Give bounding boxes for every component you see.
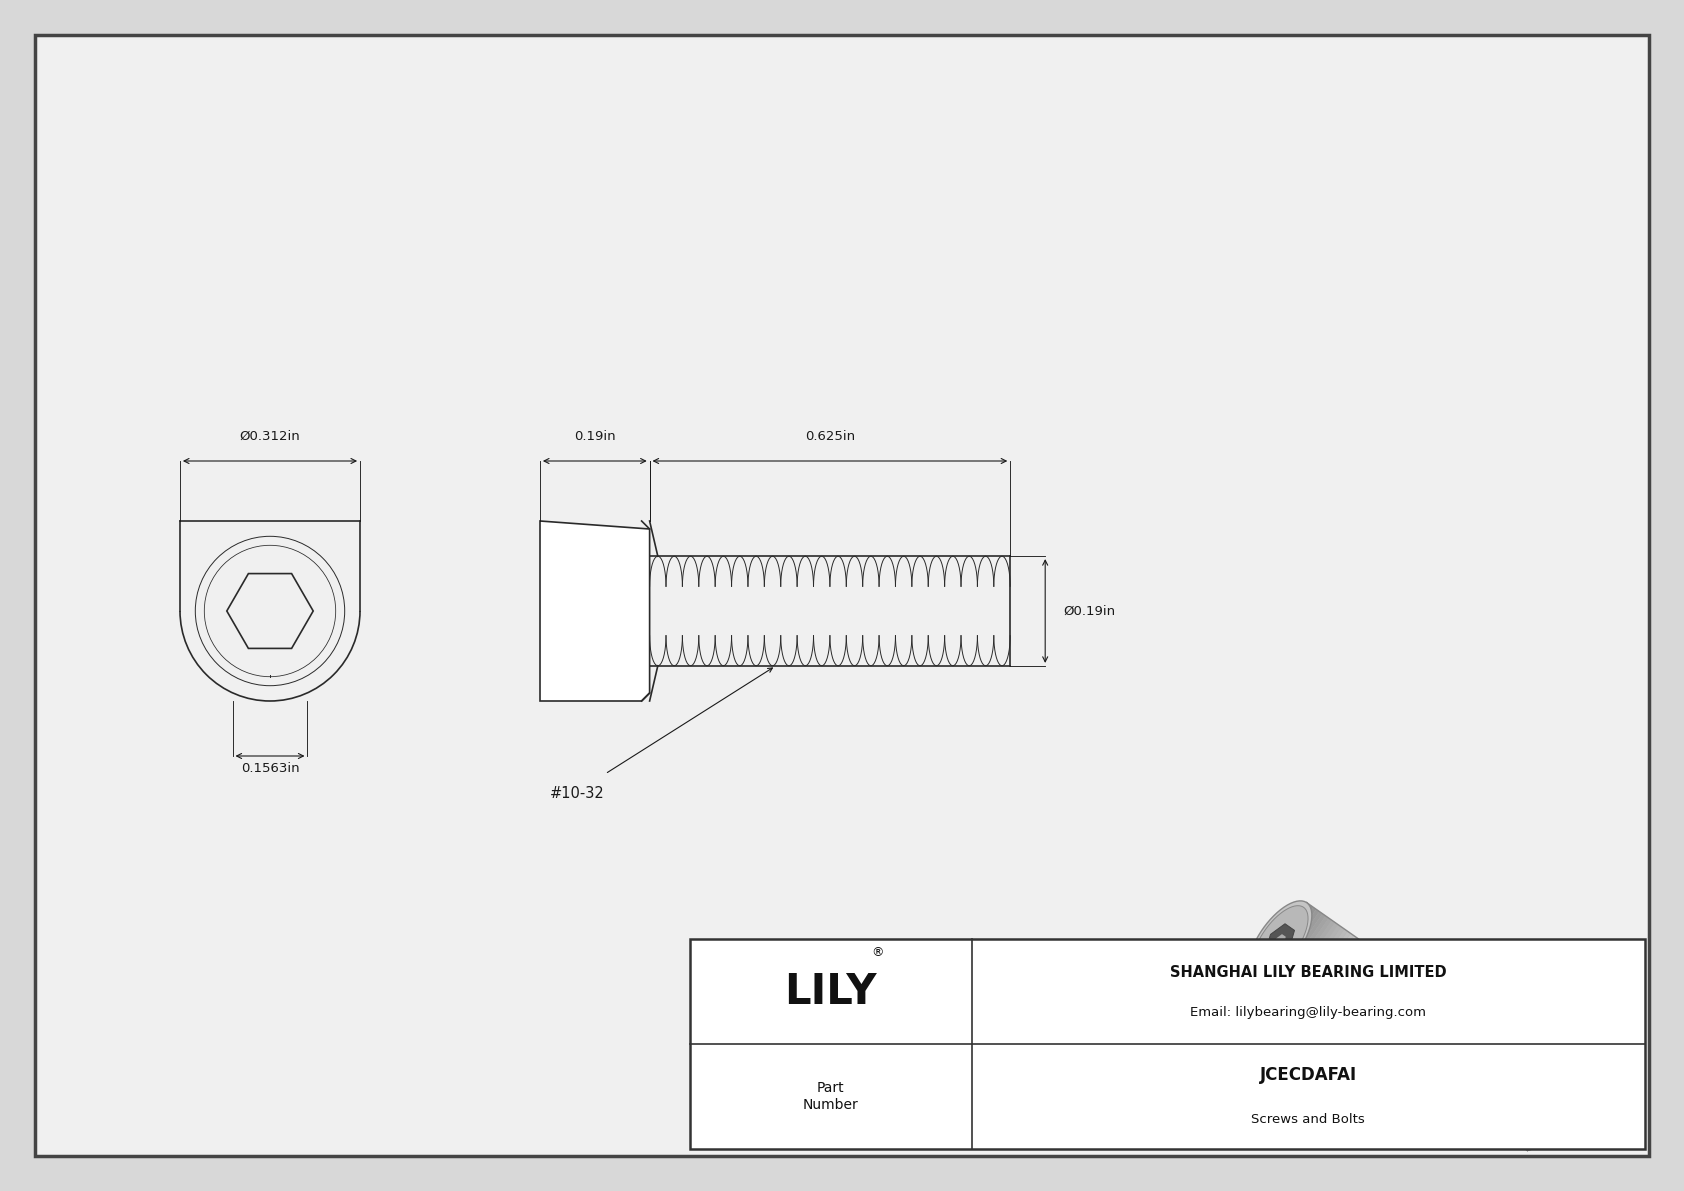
- Text: JCECDAFAI: JCECDAFAI: [1260, 1066, 1357, 1085]
- Polygon shape: [1251, 905, 1308, 977]
- Polygon shape: [1293, 931, 1351, 1010]
- Text: 0.1563in: 0.1563in: [241, 762, 300, 775]
- Polygon shape: [1413, 1021, 1453, 1075]
- Text: Ø0.19in: Ø0.19in: [1063, 605, 1115, 617]
- Polygon shape: [1505, 1086, 1548, 1141]
- Polygon shape: [1265, 924, 1295, 959]
- Text: LILY: LILY: [785, 971, 877, 1012]
- Text: #10-32: #10-32: [551, 786, 605, 802]
- Text: Part
Number: Part Number: [803, 1081, 859, 1111]
- Text: 0.625in: 0.625in: [805, 430, 855, 443]
- Text: Email: lilybearing@lily-bearing.com: Email: lilybearing@lily-bearing.com: [1191, 1006, 1426, 1019]
- Polygon shape: [1256, 905, 1314, 984]
- Polygon shape: [1521, 1097, 1561, 1151]
- Polygon shape: [1455, 1052, 1497, 1105]
- Text: 0.19in: 0.19in: [574, 430, 616, 443]
- Polygon shape: [1325, 960, 1367, 1015]
- Text: SHANGHAI LILY BEARING LIMITED: SHANGHAI LILY BEARING LIMITED: [1170, 965, 1447, 980]
- Polygon shape: [1271, 916, 1329, 994]
- Polygon shape: [1448, 1047, 1490, 1100]
- Polygon shape: [1300, 936, 1357, 1015]
- Polygon shape: [1325, 960, 1561, 1151]
- Polygon shape: [1340, 971, 1381, 1024]
- Polygon shape: [1307, 940, 1364, 1018]
- Polygon shape: [1290, 929, 1347, 1008]
- Polygon shape: [1442, 1041, 1482, 1095]
- Polygon shape: [1463, 1056, 1504, 1110]
- Polygon shape: [1332, 966, 1374, 1019]
- Bar: [690, 939, 1645, 1149]
- Polygon shape: [1253, 903, 1310, 981]
- Polygon shape: [1477, 1067, 1519, 1121]
- Polygon shape: [1499, 1081, 1539, 1135]
- Polygon shape: [1282, 923, 1339, 1002]
- Polygon shape: [1420, 1027, 1460, 1080]
- Polygon shape: [1470, 1061, 1511, 1115]
- Polygon shape: [1527, 1102, 1563, 1151]
- Text: Screws and Bolts: Screws and Bolts: [1251, 1114, 1366, 1127]
- Polygon shape: [1310, 942, 1366, 1021]
- Polygon shape: [1297, 934, 1354, 1012]
- Polygon shape: [1362, 986, 1403, 1040]
- Polygon shape: [1260, 908, 1317, 986]
- Polygon shape: [1514, 1092, 1554, 1146]
- Polygon shape: [1253, 903, 1369, 1023]
- Polygon shape: [1285, 924, 1340, 1004]
- Polygon shape: [1278, 921, 1335, 999]
- Polygon shape: [1263, 909, 1319, 989]
- Polygon shape: [1398, 1011, 1440, 1065]
- Polygon shape: [1347, 975, 1389, 1029]
- Polygon shape: [1484, 1072, 1526, 1125]
- Polygon shape: [1275, 918, 1332, 997]
- Polygon shape: [541, 520, 650, 701]
- Polygon shape: [1314, 944, 1369, 1023]
- Polygon shape: [1426, 1031, 1468, 1085]
- Polygon shape: [1268, 913, 1325, 992]
- Polygon shape: [1376, 996, 1418, 1049]
- Text: ®: ®: [871, 947, 884, 960]
- Polygon shape: [1354, 980, 1396, 1035]
- Polygon shape: [1391, 1006, 1431, 1060]
- Polygon shape: [1369, 991, 1410, 1045]
- Polygon shape: [1288, 927, 1344, 1005]
- Polygon shape: [1266, 911, 1322, 990]
- Polygon shape: [1248, 900, 1312, 981]
- Polygon shape: [1275, 934, 1287, 948]
- Polygon shape: [1433, 1036, 1475, 1090]
- Text: Ø0.312in: Ø0.312in: [239, 430, 300, 443]
- Polygon shape: [1492, 1077, 1532, 1130]
- Polygon shape: [1303, 937, 1361, 1017]
- Polygon shape: [1404, 1016, 1447, 1070]
- Polygon shape: [1383, 1000, 1425, 1055]
